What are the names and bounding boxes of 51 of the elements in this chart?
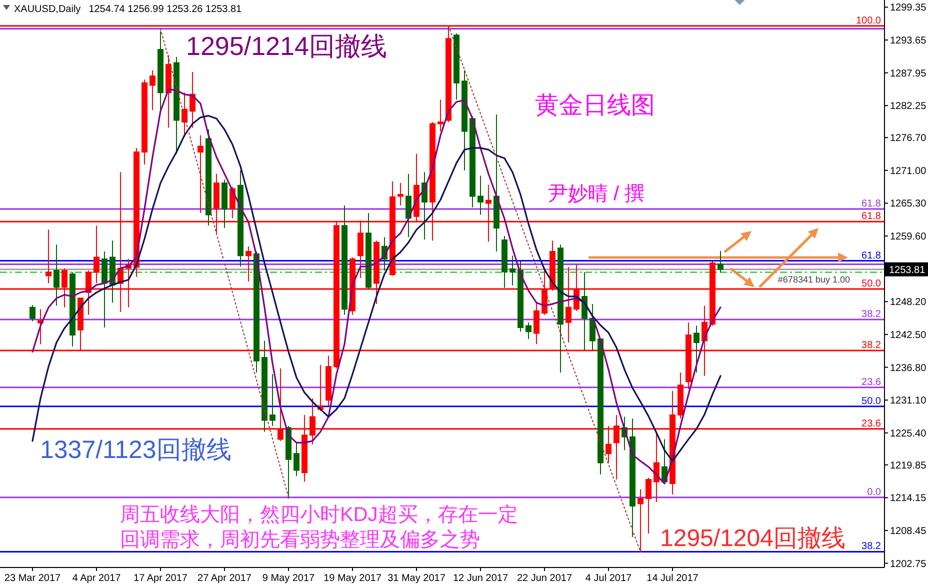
y-tick-label: 1231.10	[890, 396, 927, 407]
chart-subtitle: 1254.74 1256.99 1253.26 1253.81	[88, 4, 242, 15]
chart-title: XAUUSD,Daily	[14, 4, 81, 15]
y-tick-label: 1265.30	[890, 198, 927, 210]
x-tick-label: 12 Jun 2017	[452, 573, 508, 584]
ref-line-label: 1253.81	[889, 264, 926, 276]
y-tick-label: 1299.35	[890, 2, 927, 14]
annotation: 尹妙晴 / 撰	[548, 183, 645, 205]
text: 50.0	[862, 278, 882, 290]
text: 61.8	[862, 211, 882, 222]
text: 61.8	[862, 250, 882, 262]
annotation: 1295/1214回撤线	[186, 31, 387, 61]
annotation: 1337/1123回撤线	[40, 436, 232, 464]
x-tick-label: 23 Mar 2017	[4, 573, 62, 584]
y-tick-label: 1214.15	[890, 493, 927, 504]
x-tick-label: 19 May 2017	[324, 573, 382, 584]
x-tick-label: 27 Apr 2017	[198, 573, 252, 584]
text: 38.2	[862, 541, 882, 552]
text: 50.0	[862, 396, 882, 407]
y-tick-label: 1236.80	[890, 362, 927, 374]
x-tick-label: 17 Apr 2017	[134, 573, 188, 584]
y-tick-label: 1248.20	[890, 297, 927, 308]
y-tick-label: 1282.25	[890, 101, 927, 112]
text: 38.2	[862, 340, 882, 352]
text: 0.0	[867, 486, 882, 498]
text: 61.8	[862, 198, 882, 210]
x-tick-label: 4 Jul 2017	[585, 573, 632, 584]
y-tick-label: 1202.75	[890, 558, 927, 570]
y-tick-label: 1242.50	[890, 330, 927, 341]
x-tick-label: 4 Apr 2017	[72, 573, 122, 584]
text: 100.0	[856, 15, 882, 26]
y-tick-label: 1287.95	[890, 68, 927, 80]
y-tick-label: 1293.65	[890, 36, 927, 47]
x-tick-label: 22 Jun 2017	[516, 573, 572, 584]
y-tick-label: 1276.70	[890, 133, 927, 144]
x-tick-label: 9 May 2017	[262, 573, 316, 584]
y-tick-label: 1219.85	[890, 460, 927, 472]
annotation: 回调需求，周初先看弱势整理及偏多之势	[120, 529, 480, 551]
y-tick-label: 1271.00	[890, 166, 927, 177]
x-tick-label: 31 May 2017	[388, 573, 446, 584]
text: 23.6	[862, 376, 882, 388]
text: 38.2	[862, 308, 882, 320]
ref-line-label: #678341 buy 1.00	[778, 274, 850, 284]
x-tick-label: 14 Jul 2017	[646, 573, 699, 584]
annotation: 1295/1204回撤线	[660, 525, 846, 552]
y-tick-label: 1208.45	[890, 526, 927, 537]
annotation: 周五收线大阳，然四小时KDJ超买，存在一定	[120, 504, 518, 526]
annotation: 黄金日线图	[535, 92, 655, 119]
y-tick-label: 1225.40	[890, 428, 927, 440]
y-tick-label: 1259.60	[890, 232, 927, 243]
text: 23.6	[862, 418, 882, 430]
